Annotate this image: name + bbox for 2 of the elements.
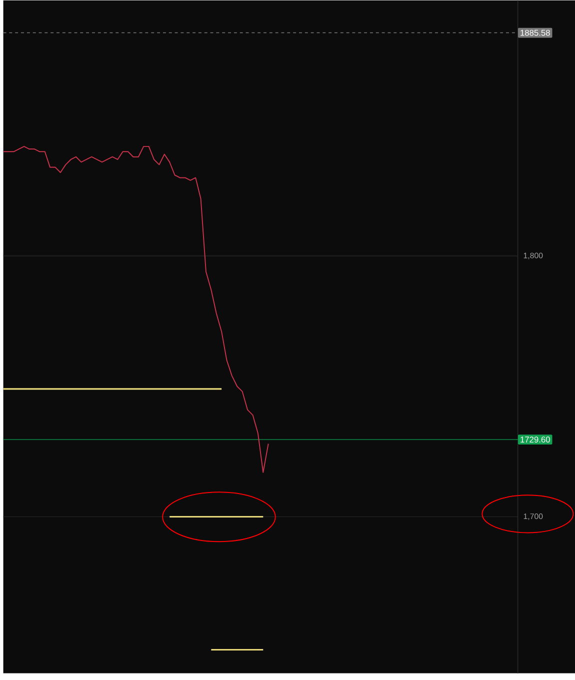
ref-line-label: 1729.60 (520, 436, 550, 443)
ref-line-label: 1885.58 (520, 30, 550, 36)
